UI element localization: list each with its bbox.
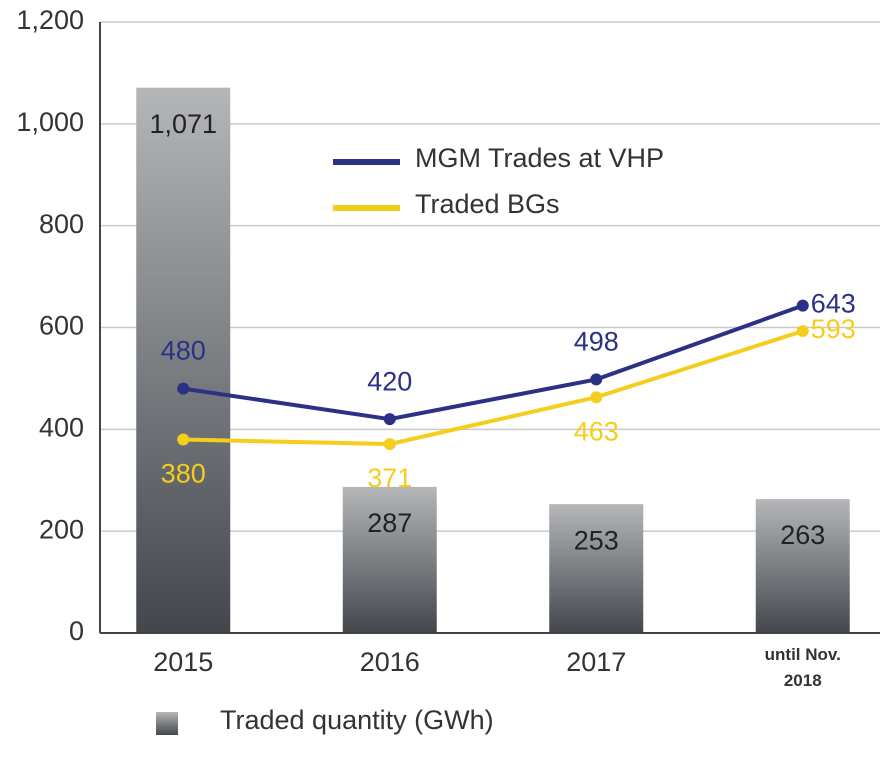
line-point	[796, 325, 809, 338]
line-value-label: 643	[811, 289, 856, 319]
y-tick-label: 200	[39, 514, 84, 544]
line-point	[177, 382, 190, 395]
y-tick-label: 400	[39, 412, 84, 442]
line-point	[177, 433, 190, 446]
bar-value-label: 263	[780, 520, 825, 550]
x-tick-label: 2015	[153, 647, 214, 677]
x-tick-label: 2017	[566, 647, 627, 677]
y-tick-label: 800	[39, 209, 84, 239]
line-point	[796, 299, 809, 312]
line-point	[383, 413, 396, 426]
line-value-label: 463	[574, 416, 619, 446]
legend-label: Traded BGs	[415, 189, 560, 219]
line-value-label: 480	[161, 336, 206, 366]
legend-swatch	[156, 712, 178, 735]
y-tick-label: 1,000	[16, 107, 84, 137]
line-series	[182, 303, 804, 422]
y-tick-label: 600	[39, 311, 84, 341]
x-tick-label: until Nov. 2018	[764, 645, 841, 690]
line-point	[590, 373, 603, 386]
line-series	[183, 329, 804, 447]
bar	[342, 486, 437, 633]
y-tick-label: 1,200	[16, 5, 84, 35]
line-point	[383, 438, 396, 451]
legend-label: MGM Trades at VHP	[415, 143, 664, 173]
bar-value-label: 1,071	[149, 109, 217, 139]
bar-value-label: 253	[574, 525, 619, 555]
line-point	[590, 391, 603, 404]
line-value-label: 380	[161, 459, 206, 489]
line-value-label: 593	[811, 314, 856, 344]
legend-label: Traded quantity (GWh)	[220, 705, 494, 735]
line-value-label: 371	[367, 463, 412, 493]
line-value-label: 420	[367, 366, 412, 396]
x-tick-label: 2016	[359, 647, 420, 677]
bar	[136, 87, 231, 634]
y-tick-label: 0	[69, 616, 84, 646]
bar-value-label: 287	[367, 508, 412, 538]
line-value-label: 498	[574, 327, 619, 357]
bar	[549, 504, 644, 633]
bar	[755, 499, 850, 633]
